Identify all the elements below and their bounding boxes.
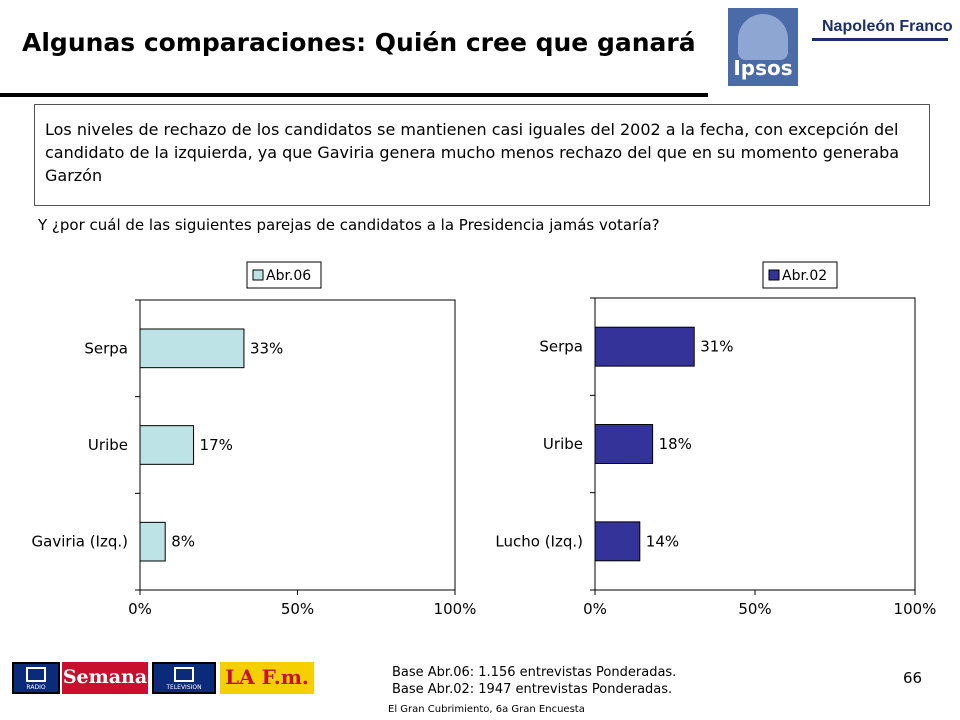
ipsos-logo-text: Ipsos xyxy=(733,56,793,80)
chart-legend: Abr.06 xyxy=(246,261,322,289)
category-label: Serpa xyxy=(539,338,583,356)
data-label: 14% xyxy=(646,532,679,550)
ipsos-head-icon xyxy=(738,14,788,60)
rcn-tv-logo: TELEVISION xyxy=(152,662,216,694)
legend-swatch xyxy=(768,269,780,281)
base-note-2006: Base Abr.06: 1.156 entrevistas Ponderada… xyxy=(392,665,677,680)
survey-question: Y ¿por cuál de las siguientes parejas de… xyxy=(38,216,660,234)
summary-box: Los niveles de rechazo de los candidatos… xyxy=(34,104,930,206)
category-label: Gaviria (Izq.) xyxy=(32,533,128,551)
legend-label: Abr.06 xyxy=(266,268,311,284)
bar-serpa xyxy=(594,326,695,367)
semana-logo: Semana xyxy=(62,662,148,694)
data-label: 17% xyxy=(200,436,233,454)
data-label: 31% xyxy=(700,338,733,356)
bar-uribe xyxy=(139,425,195,465)
rcn-tv-label: TELEVISION xyxy=(166,684,202,691)
legend-label: Abr.02 xyxy=(782,268,827,284)
x-tick-label: 50% xyxy=(738,600,771,618)
ipsos-logo: Ipsos xyxy=(728,8,798,86)
data-label: 33% xyxy=(250,339,283,357)
category-label: Uribe xyxy=(88,436,128,454)
rcn-radio-label: RADIO xyxy=(26,684,46,691)
title-divider xyxy=(0,93,708,97)
bar-gaviria-izq xyxy=(139,521,166,562)
x-tick-label: 100% xyxy=(434,600,477,618)
rcn-tv-box-icon xyxy=(174,667,194,682)
category-label: Uribe xyxy=(543,435,583,453)
rcn-radio-logo: RADIO xyxy=(12,662,60,694)
bar-uribe xyxy=(594,424,654,464)
base-note-2002: Base Abr.02: 1947 entrevistas Ponderadas… xyxy=(392,682,673,697)
chart-abr06: Abr.06 Serpa 33% Uribe 17% Gaviria (Izq.) 8% 0%… xyxy=(32,261,477,618)
summary-text: Los niveles de rechazo de los candidatos… xyxy=(45,120,900,185)
bar-serpa xyxy=(139,328,245,369)
bar-lucho-izq xyxy=(594,521,641,562)
data-label: 18% xyxy=(659,435,692,453)
company-name: Napoleón Franco xyxy=(822,18,953,35)
source-note: El Gran Cubrimiento, 6a Gran Encuesta xyxy=(388,704,585,715)
rcn-radio-box-icon xyxy=(26,667,46,682)
legend-swatch xyxy=(252,269,264,281)
x-tick-label: 100% xyxy=(894,600,937,618)
page-number: 66 xyxy=(903,669,923,687)
x-tick-label: 0% xyxy=(583,600,607,618)
company-underline xyxy=(812,38,948,41)
x-tick-label: 0% xyxy=(128,600,152,618)
page-title: Algunas comparaciones: Quién cree que ga… xyxy=(22,28,696,57)
chart-abr02: Abr.02 Serpa 31% Uribe 18% Lucho (Izq.) 14% 0% 5… xyxy=(495,261,937,618)
chart-legend: Abr.02 xyxy=(762,261,838,289)
lafm-logo: LA F.m. xyxy=(220,662,314,694)
data-label: 8% xyxy=(171,533,195,551)
category-label: Lucho (Izq.) xyxy=(495,532,583,550)
x-tick-label: 50% xyxy=(281,600,314,618)
category-label: Serpa xyxy=(84,339,128,357)
